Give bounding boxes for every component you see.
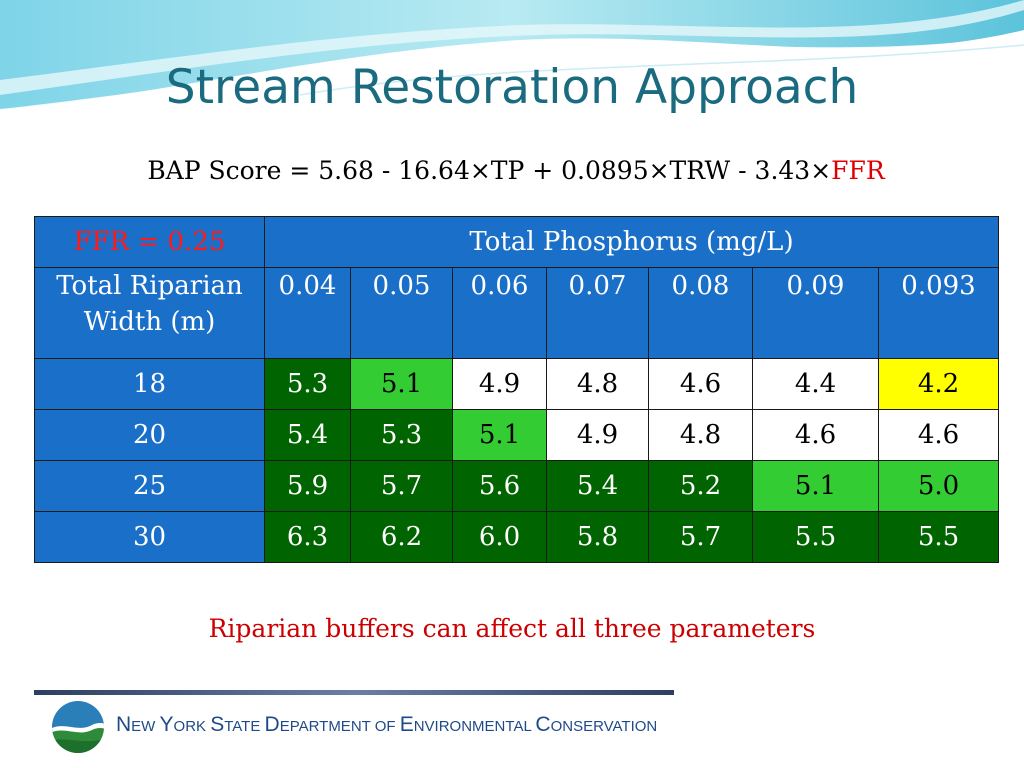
tp-value-header: 0.093 (877, 267, 1000, 359)
bap-score-cell: 5.4 (264, 409, 351, 461)
bap-score-cell: 4.8 (546, 358, 649, 410)
bap-score-cell: 5.3 (350, 409, 453, 461)
organization-name: NEW YORK STATE DEPARTMENT OF ENVIRONMENT… (116, 713, 658, 736)
bap-score-cell: 5.7 (648, 511, 753, 563)
bap-score-cell: 5.5 (877, 511, 1000, 563)
trw-header-cell: Total Riparian Width (m) (34, 267, 265, 359)
nysdec-logo-icon (52, 701, 104, 753)
bap-score-table: FFR = 0.25 Total Phosphorus (mg/L) Total… (34, 216, 1000, 563)
footer-divider (34, 690, 674, 695)
riparian-width-cell: 30 (34, 511, 265, 563)
bap-score-cell: 5.2 (648, 460, 753, 512)
tp-value-header: 0.07 (546, 267, 649, 359)
bap-formula: BAP Score = 5.68 - 16.64×TP + 0.0895×TRW… (34, 143, 998, 195)
tp-value-header: 0.05 (350, 267, 453, 359)
tp-value-header: 0.06 (452, 267, 547, 359)
bap-score-cell: 4.9 (546, 409, 649, 461)
tp-value-header: 0.09 (752, 267, 879, 359)
bap-score-cell: 4.8 (648, 409, 753, 461)
bap-score-cell: 5.5 (752, 511, 879, 563)
tp-value-header: 0.04 (264, 267, 351, 359)
formula-text: BAP Score = 5.68 - 16.64×TP + 0.0895×TRW… (147, 156, 832, 185)
table-row: 20 5.4 5.3 5.1 4.9 4.8 4.6 4.6 (34, 409, 1000, 461)
formula-ffr-term: FFR (831, 156, 885, 185)
riparian-note: Riparian buffers can affect all three pa… (208, 614, 816, 643)
ffr-label-cell: FFR = 0.25 (34, 216, 265, 268)
slide-title: Stream Restoration Approach (165, 60, 859, 115)
bap-score-cell: 5.1 (752, 460, 879, 512)
tp-value-header: 0.08 (648, 267, 753, 359)
bap-score-cell: 4.6 (752, 409, 879, 461)
bap-score-cell: 4.9 (452, 358, 547, 410)
bap-score-cell: 5.4 (546, 460, 649, 512)
bap-score-cell: 6.2 (350, 511, 453, 563)
bap-score-cell: 5.0 (877, 460, 1000, 512)
bap-score-cell: 5.8 (546, 511, 649, 563)
bap-score-cell: 4.6 (648, 358, 753, 410)
bap-score-cell: 5.7 (350, 460, 453, 512)
tp-header-cell: Total Phosphorus (mg/L) (263, 216, 1000, 268)
bap-score-cell: 5.1 (452, 409, 547, 461)
bap-score-cell: 5.3 (264, 358, 351, 410)
bap-score-cell: 6.3 (264, 511, 351, 563)
riparian-width-cell: 18 (34, 358, 265, 410)
table-row: 25 5.9 5.7 5.6 5.4 5.2 5.1 5.0 (34, 460, 1000, 512)
bap-score-cell: 5.6 (452, 460, 547, 512)
riparian-width-cell: 20 (34, 409, 265, 461)
bap-score-cell: 4.6 (877, 409, 1000, 461)
bap-score-cell: 4.2 (877, 358, 1000, 410)
header-wave-decoration (0, 0, 1024, 111)
bap-score-cell: 5.9 (264, 460, 351, 512)
bap-score-cell: 5.1 (350, 358, 453, 410)
riparian-width-cell: 25 (34, 460, 265, 512)
bap-score-cell: 4.4 (752, 358, 879, 410)
bap-score-cell: 6.0 (452, 511, 547, 563)
table-row: 18 5.3 5.1 4.9 4.8 4.6 4.4 4.2 (34, 358, 1000, 410)
table-row: 30 6.3 6.2 6.0 5.8 5.7 5.5 5.5 (34, 511, 1000, 563)
